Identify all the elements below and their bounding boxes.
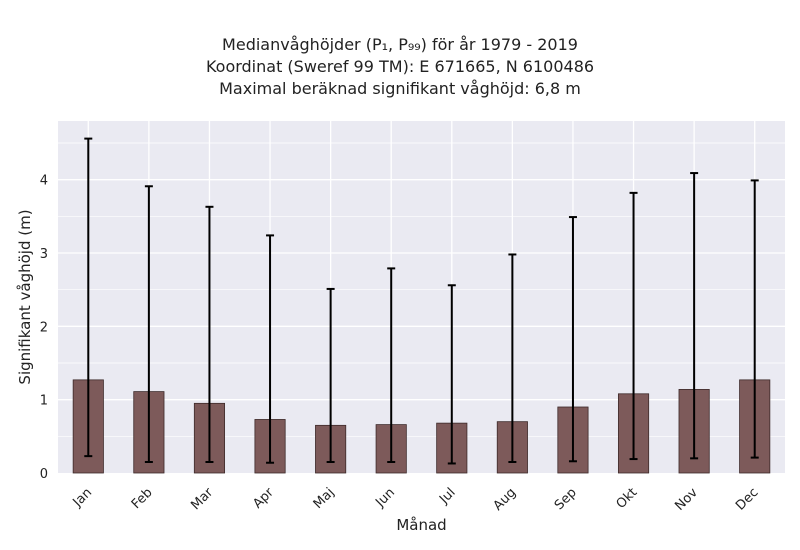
x-tick-label: Jun [372,485,398,511]
error-bar-feb [144,185,153,463]
error-bar-mar [205,205,214,463]
title-line-1: Medianvåghöjder (P₁, P₉₉) för år 1979 - … [222,35,578,54]
error-bar-sep [568,216,577,463]
error-bar-dec [750,179,759,459]
x-tick-label: Maj [311,485,338,512]
x-tick-label: Feb [129,485,156,512]
error-bar-jan [84,137,93,458]
x-tick-label: Okt [614,485,641,512]
error-bar-jul [447,284,456,465]
x-tick-label: Apr [250,485,277,512]
error-bar-aug [508,253,517,463]
y-tick-label: 3 [40,247,48,262]
y-axis-ticks: 0 1 2 3 4 [40,174,48,482]
error-bar-jun [387,267,396,463]
error-bar-maj [326,287,335,463]
x-tick-label: Jan [70,485,95,510]
x-tick-label: Mar [188,485,216,513]
error-bar-apr [266,234,275,464]
title-line-3: Maximal beräknad signifikant våghöjd: 6,… [219,79,581,98]
x-tick-label: Sep [552,485,580,513]
title-line-2: Koordinat (Sweref 99 TM): E 671665, N 61… [205,57,595,76]
error-bar-nov [690,172,699,460]
plot-area [58,121,785,473]
error-bars [84,137,759,465]
x-tick-label: Aug [491,485,520,514]
x-tick-label: Dec [733,485,761,513]
chart-title: Medianvåghöjder (P₁, P₉₉) för år 1979 - … [0,34,800,100]
y-tick-label: 4 [40,174,48,189]
x-tick-label: Jul [436,485,458,507]
y-tick-label: 1 [40,394,48,409]
y-tick-label: 0 [40,467,48,482]
y-tick-label: 2 [40,320,48,335]
y-axis-label: Signifikant våghöjd (m) [16,209,34,384]
error-bar-okt [629,191,638,461]
x-axis-label: Månad [396,516,446,534]
x-tick-label: Nov [672,485,701,514]
x-axis-ticks: Jan Feb Mar Apr Maj Jun Jul Aug Sep Okt Nov Dec [70,485,762,514]
